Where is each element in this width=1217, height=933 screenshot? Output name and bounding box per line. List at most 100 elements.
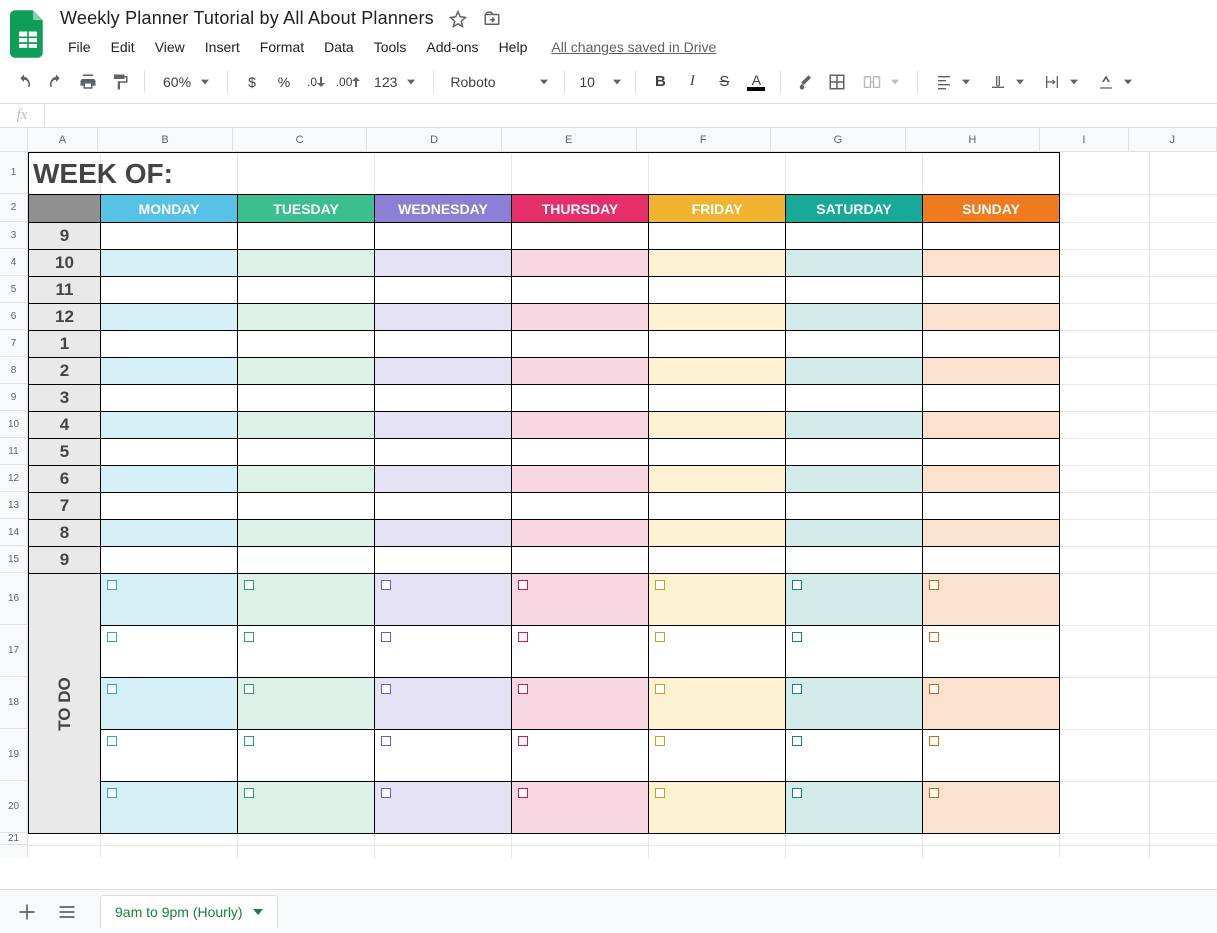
slot-thursday-4[interactable] (512, 412, 649, 439)
day-header-tuesday[interactable]: TUESDAY (238, 195, 375, 223)
column-header-B[interactable]: B (98, 128, 233, 151)
todo-checkbox[interactable] (655, 632, 665, 642)
slot-tuesday-3[interactable] (238, 385, 375, 412)
number-format-select[interactable]: 123 (366, 68, 423, 96)
slot-thursday-7[interactable] (512, 493, 649, 520)
slot-saturday-10[interactable] (786, 250, 923, 277)
menu-file[interactable]: File (60, 35, 99, 59)
todo-checkbox[interactable] (244, 632, 254, 642)
todo-cell-wednesday-2[interactable] (375, 678, 512, 730)
slot-tuesday-7[interactable] (238, 493, 375, 520)
todo-cell-monday-2[interactable] (101, 678, 238, 730)
slot-friday-1[interactable] (649, 331, 786, 358)
slot-monday-12[interactable] (101, 304, 238, 331)
text-rotation-button[interactable] (1090, 68, 1140, 96)
menu-format[interactable]: Format (252, 35, 312, 59)
todo-checkbox[interactable] (107, 684, 117, 694)
column-header-G[interactable]: G (771, 128, 906, 151)
slot-wednesday-6[interactable] (375, 466, 512, 493)
todo-checkbox[interactable] (792, 736, 802, 746)
percent-button[interactable]: % (270, 68, 298, 96)
slot-wednesday-2[interactable] (375, 358, 512, 385)
row-header-8[interactable]: 8 (0, 357, 27, 384)
move-icon[interactable] (482, 9, 502, 29)
slot-thursday-9[interactable] (512, 547, 649, 574)
slot-friday-4[interactable] (649, 412, 786, 439)
menu-edit[interactable]: Edit (103, 35, 143, 59)
column-header-C[interactable]: C (233, 128, 368, 151)
slot-saturday-7[interactable] (786, 493, 923, 520)
todo-cell-sunday-1[interactable] (923, 626, 1060, 678)
formula-input[interactable] (44, 104, 1217, 127)
slot-sunday-6[interactable] (923, 466, 1060, 493)
todo-cell-sunday-3[interactable] (923, 730, 1060, 782)
slot-tuesday-4[interactable] (238, 412, 375, 439)
day-header-thursday[interactable]: THURSDAY (512, 195, 649, 223)
hour-label-9[interactable]: 9 (29, 547, 101, 574)
hour-label-3[interactable]: 3 (29, 385, 101, 412)
todo-cell-thursday-4[interactable] (512, 782, 649, 834)
todo-checkbox[interactable] (518, 580, 528, 590)
star-icon[interactable] (448, 9, 468, 29)
todo-cell-wednesday-4[interactable] (375, 782, 512, 834)
row-header-15[interactable]: 15 (0, 546, 27, 573)
day-header-wednesday[interactable]: WEDNESDAY (375, 195, 512, 223)
todo-cell-friday-4[interactable] (649, 782, 786, 834)
slot-sunday-10[interactable] (923, 250, 1060, 277)
todo-checkbox[interactable] (381, 736, 391, 746)
todo-checkbox[interactable] (518, 788, 528, 798)
slot-thursday-10[interactable] (512, 250, 649, 277)
font-size-select[interactable]: 10 (575, 68, 625, 96)
column-header-H[interactable]: H (906, 128, 1041, 151)
todo-checkbox[interactable] (381, 684, 391, 694)
todo-checkbox[interactable] (929, 684, 939, 694)
todo-cell-thursday-1[interactable] (512, 626, 649, 678)
todo-cell-tuesday-4[interactable] (238, 782, 375, 834)
day-header-friday[interactable]: FRIDAY (649, 195, 786, 223)
slot-monday-6[interactable] (101, 466, 238, 493)
slot-saturday-1[interactable] (786, 331, 923, 358)
todo-cell-saturday-0[interactable] (786, 574, 923, 626)
slot-monday-9[interactable] (101, 547, 238, 574)
document-title[interactable]: Weekly Planner Tutorial by All About Pla… (60, 8, 434, 29)
day-header-monday[interactable]: MONDAY (101, 195, 238, 223)
todo-cell-tuesday-3[interactable] (238, 730, 375, 782)
slot-saturday-2[interactable] (786, 358, 923, 385)
slot-saturday-9[interactable] (786, 223, 923, 250)
slot-monday-3[interactable] (101, 385, 238, 412)
slot-monday-5[interactable] (101, 439, 238, 466)
slot-tuesday-6[interactable] (238, 466, 375, 493)
menu-tools[interactable]: Tools (366, 35, 415, 59)
slot-friday-7[interactable] (649, 493, 786, 520)
todo-cell-sunday-2[interactable] (923, 678, 1060, 730)
strikethrough-button[interactable]: S (710, 68, 738, 96)
italic-button[interactable]: I (678, 68, 706, 96)
slot-sunday-7[interactable] (923, 493, 1060, 520)
hour-label-8[interactable]: 8 (29, 520, 101, 547)
todo-cell-friday-1[interactable] (649, 626, 786, 678)
todo-checkbox[interactable] (655, 580, 665, 590)
menu-add-ons[interactable]: Add-ons (418, 35, 486, 59)
hour-label-2[interactable]: 2 (29, 358, 101, 385)
slot-sunday-1[interactable] (923, 331, 1060, 358)
slot-friday-8[interactable] (649, 520, 786, 547)
slot-sunday-3[interactable] (923, 385, 1060, 412)
todo-cell-wednesday-3[interactable] (375, 730, 512, 782)
hour-label-9[interactable]: 9 (29, 223, 101, 250)
todo-checkbox[interactable] (929, 632, 939, 642)
slot-sunday-8[interactable] (923, 520, 1060, 547)
todo-checkbox[interactable] (107, 788, 117, 798)
slot-wednesday-11[interactable] (375, 277, 512, 304)
todo-checkbox[interactable] (929, 736, 939, 746)
slot-sunday-11[interactable] (923, 277, 1060, 304)
slot-tuesday-5[interactable] (238, 439, 375, 466)
slot-monday-4[interactable] (101, 412, 238, 439)
text-wrap-button[interactable] (1036, 68, 1086, 96)
todo-checkbox[interactable] (929, 788, 939, 798)
todo-checkbox[interactable] (518, 684, 528, 694)
hour-label-7[interactable]: 7 (29, 493, 101, 520)
row-header-11[interactable]: 11 (0, 438, 27, 465)
slot-thursday-8[interactable] (512, 520, 649, 547)
todo-checkbox[interactable] (792, 580, 802, 590)
slot-tuesday-1[interactable] (238, 331, 375, 358)
